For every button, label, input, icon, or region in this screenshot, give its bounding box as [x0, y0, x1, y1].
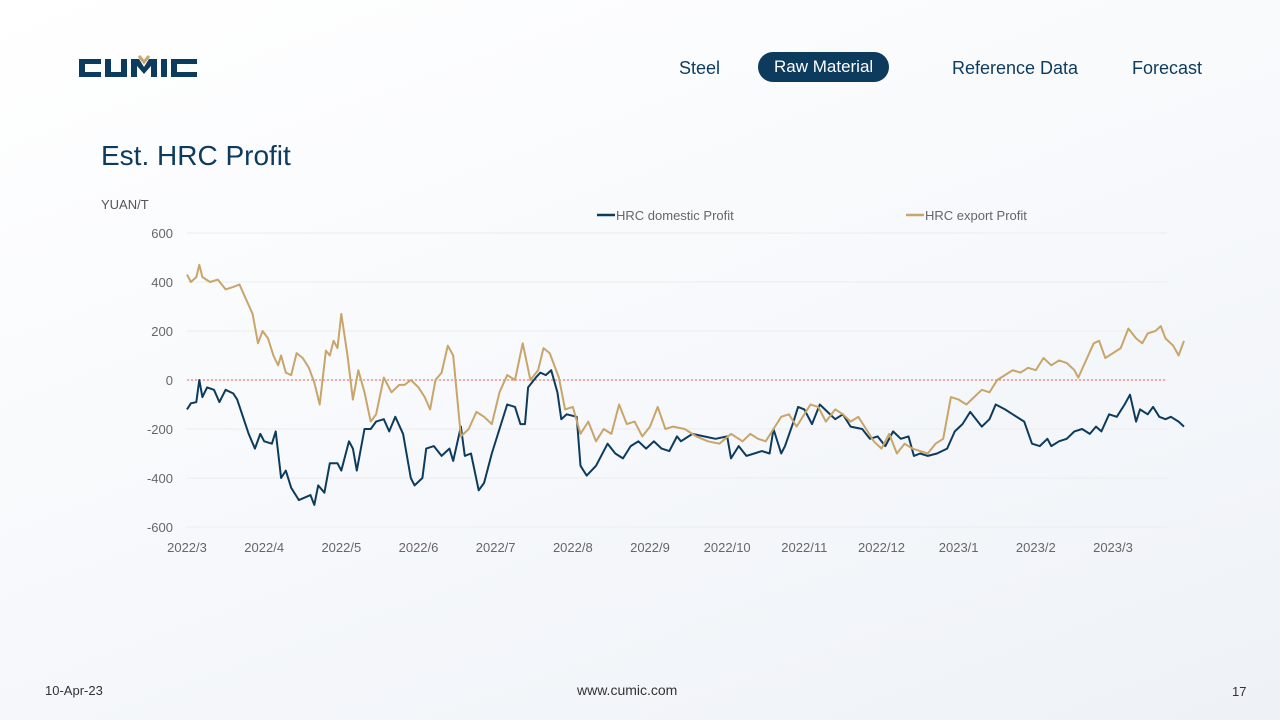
- x-tick-label: 2022/12: [858, 540, 905, 555]
- x-tick-label: 2022/5: [321, 540, 361, 555]
- nav-raw-material[interactable]: Raw Material: [758, 52, 890, 82]
- footer-url[interactable]: www.cumic.com: [577, 682, 678, 698]
- series-line-domestic: [186, 369, 1185, 506]
- nav-steel[interactable]: Steel: [679, 58, 721, 78]
- x-tick-label: 2022/9: [630, 540, 670, 555]
- x-tick-label: 2022/6: [399, 540, 439, 555]
- y-tick-label: 200: [151, 324, 173, 339]
- footer-date: 10-Apr-23: [45, 683, 103, 698]
- y-tick-label: 600: [151, 226, 173, 241]
- series-line-export: [186, 263, 1185, 455]
- page-number: 17: [1232, 684, 1247, 699]
- grid-lines: [187, 232, 1167, 528]
- page-title: Est. HRC Profit: [101, 140, 291, 171]
- nav-reference-data[interactable]: Reference Data: [952, 58, 1079, 78]
- y-tick-label: -600: [147, 520, 173, 535]
- x-tick-label: 2022/4: [244, 540, 284, 555]
- x-tick-label: 2023/1: [939, 540, 979, 555]
- x-tick-label: 2022/11: [781, 540, 827, 555]
- nav-forecast[interactable]: Forecast: [1132, 58, 1203, 78]
- y-tick-label: -400: [147, 471, 173, 486]
- legend: HRC domestic Profit HRC export Profit: [597, 208, 1027, 223]
- legend-item-domestic: HRC domestic Profit: [597, 208, 734, 223]
- series-lines: [186, 263, 1185, 506]
- legend-label: HRC export Profit: [925, 208, 1027, 223]
- y-tick-label: -200: [147, 422, 173, 437]
- y-axis-unit: YUAN/T: [101, 197, 149, 212]
- x-tick-label: 2022/3: [167, 540, 207, 555]
- top-nav: Steel Raw Material Reference Data Foreca…: [0, 52, 1280, 84]
- x-tick-label: 2023/3: [1093, 540, 1133, 555]
- y-tick-label: 400: [151, 275, 173, 290]
- cumic-logo: [79, 55, 197, 77]
- x-tick-label: 2022/7: [476, 540, 516, 555]
- y-tick-labels: 600 400 200 0 -200 -400 -600: [147, 226, 173, 535]
- x-tick-label: 2023/2: [1016, 540, 1056, 555]
- x-tick-labels: 2022/3 2022/4 2022/5 2022/6 2022/7 2022/8 2022…: [167, 540, 1133, 555]
- y-tick-label: 0: [166, 373, 173, 388]
- x-tick-label: 2022/10: [704, 540, 751, 555]
- x-tick-label: 2022/8: [553, 540, 593, 555]
- legend-item-export: HRC export Profit: [906, 208, 1027, 223]
- legend-label: HRC domestic Profit: [616, 208, 734, 223]
